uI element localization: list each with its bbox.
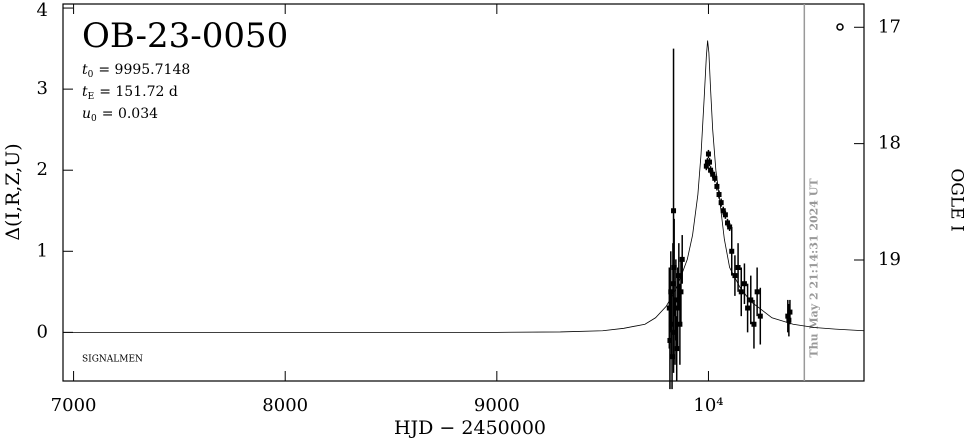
data-point <box>745 305 751 311</box>
parameter: tE = 151.72 d <box>82 84 178 102</box>
chart-title: OB-23-0050 <box>82 16 288 56</box>
data-point <box>708 167 714 173</box>
data-point <box>727 224 733 230</box>
data-point <box>718 200 724 206</box>
data-point <box>785 313 791 319</box>
parameter-sub: E <box>88 92 95 102</box>
data-point <box>725 220 731 226</box>
data-point <box>735 264 741 270</box>
data-point <box>729 248 735 254</box>
data-point <box>710 171 716 177</box>
data-point <box>677 321 683 327</box>
data-point <box>672 329 678 335</box>
parameter-symbol: t <box>82 84 88 100</box>
data-point <box>679 256 685 262</box>
x-tick-label: 10⁴ <box>693 395 723 416</box>
data-point <box>738 289 744 295</box>
x-tick-label: 8000 <box>262 395 308 416</box>
parameter: u0 = 0.034 <box>82 106 158 124</box>
data-point <box>748 297 754 303</box>
y2-tick-label: 17 <box>878 16 901 37</box>
marker-symbol <box>836 23 844 31</box>
data-point <box>714 183 720 189</box>
data-point <box>786 317 792 323</box>
now-label: Thu May 2 21:14:31 2024 UT <box>807 178 820 358</box>
x-tick-label: 9000 <box>474 395 520 416</box>
parameter-symbol: t <box>82 62 88 78</box>
data-point <box>671 264 677 270</box>
y-tick-label: 3 <box>37 78 48 99</box>
data-point <box>671 208 677 214</box>
data-point <box>722 212 728 218</box>
parameter-value: = 151.72 d <box>99 84 178 100</box>
data-point <box>678 289 684 295</box>
data-point <box>712 175 718 181</box>
data-point <box>720 208 726 214</box>
parameter-sub: 0 <box>88 70 94 80</box>
parameter: t0 = 9995.7148 <box>82 62 190 80</box>
data-point <box>787 309 793 315</box>
data-point <box>669 354 675 360</box>
data-point <box>676 273 682 279</box>
parameter-sub: 0 <box>91 114 97 124</box>
plot-frame <box>62 3 865 382</box>
data-point <box>732 273 738 279</box>
data-point <box>674 346 680 352</box>
y-tick-label: 1 <box>37 240 48 261</box>
parameter-value: = 9995.7148 <box>98 62 190 78</box>
parameter-value: = 0.034 <box>102 106 158 122</box>
y-tick-label: 0 <box>37 321 48 342</box>
data-point <box>667 337 673 343</box>
parameter-symbol: u <box>82 106 91 122</box>
data-point <box>707 159 713 165</box>
y-tick-label: 4 <box>37 0 48 21</box>
data-point <box>741 281 747 287</box>
data-point <box>751 321 757 327</box>
data-point <box>705 151 711 157</box>
data-point <box>754 289 760 295</box>
data-point <box>673 297 679 303</box>
data-point <box>716 192 722 198</box>
y2-axis-title: OGLE I <box>947 168 966 231</box>
data-point <box>675 305 681 311</box>
footnote: SIGNALMEN <box>82 355 143 365</box>
x-tick-label: 7000 <box>51 395 97 416</box>
y2-tick-label: 18 <box>878 133 901 154</box>
x-axis-title: HJD − 2450000 <box>394 417 546 439</box>
data-point <box>703 163 709 169</box>
y-axis-title: Δ(I,R,Z,U) <box>2 143 24 240</box>
y-tick-label: 2 <box>37 159 48 180</box>
data-point <box>757 313 763 319</box>
y2-tick-label: 19 <box>878 249 901 270</box>
